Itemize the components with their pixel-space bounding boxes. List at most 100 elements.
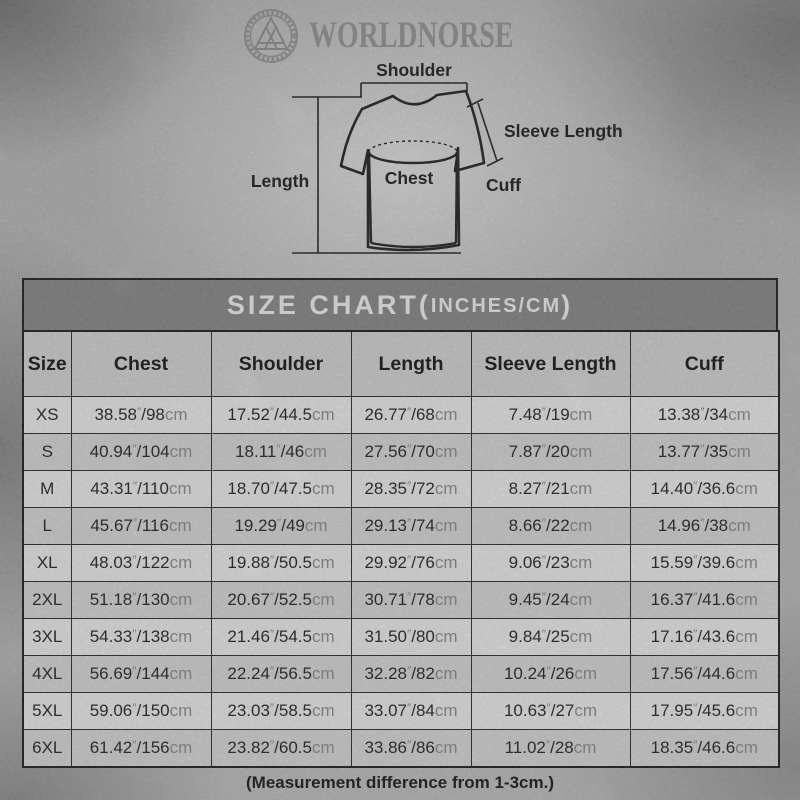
size-row-m: M 43.31″/110cm 18.70″/47.5cm 28.35″/72cm 8.2…: [22, 470, 780, 508]
chest-label: Chest: [385, 168, 434, 188]
title-units: INCHES/CM: [430, 295, 562, 317]
size-table-body: XS 38.58″/98cm 17.52″/44.5cm 26.77″/68cm 7.4…: [22, 396, 780, 768]
shoulder-cell: 20.67″/52.5cm: [210, 581, 352, 619]
cuff-cell: 16.37″/41.6cm: [629, 581, 780, 619]
cuff-cell: 13.77″/35cm: [629, 433, 780, 471]
chest-cell: 45.67″/116cm: [70, 507, 212, 545]
sleeve_length-cell: 8.27″/21cm: [470, 470, 631, 508]
chest-ellipse-back: [368, 140, 458, 153]
size-row-6xl: 6XL 61.42″/156cm 23.82″/60.5cm 33.86″/86cm 1…: [22, 729, 780, 768]
measurement-note: (Measurement difference from 1-3cm.): [246, 773, 554, 792]
length-cell: 26.77″/68cm: [350, 396, 472, 434]
col-header-sleeve-length: Sleeve Length: [470, 330, 631, 397]
length-cell: 29.92″/76cm: [350, 544, 472, 582]
shoulder-cell: 19.29″/49cm: [210, 507, 352, 545]
size-row-3xl: 3XL 54.33″/138cm 21.46″/54.5cm 31.50″/80cm 9…: [22, 618, 780, 656]
length-cell: 28.35″/72cm: [350, 470, 472, 508]
sleeve_length-cell: 11.02″/28cm: [470, 729, 631, 768]
size-chart-block: SIZE CHART(INCHES/CM) Size Chest Shoulde…: [22, 278, 780, 793]
brand-name: WORLDNORSE: [308, 15, 514, 56]
size-row-xs: XS 38.58″/98cm 17.52″/44.5cm 26.77″/68cm 7.4…: [22, 396, 780, 434]
chest-cylinder-body: [367, 151, 459, 249]
shoulder-cell: 17.52″/44.5cm: [210, 396, 352, 434]
size-row-l: L 45.67″/116cm 19.29″/49cm 29.13″/74cm 8.66″…: [22, 507, 780, 545]
size-row-4xl: 4XL 56.69″/144cm 22.24″/56.5cm 32.28″/82cm 1…: [22, 655, 780, 693]
col-header-size: Size: [22, 330, 72, 397]
length-cell: 27.56″/70cm: [350, 433, 472, 471]
size-row-s: S 40.94″/104cm 18.11″/46cm 27.56″/70cm 7.87″…: [22, 433, 780, 471]
size-chart-title: SIZE CHART(INCHES/CM): [22, 278, 778, 330]
shoulder-cell: 19.88″/50.5cm: [210, 544, 352, 582]
valknut-emblem-icon: [243, 9, 298, 63]
size-table: Size Chest Shoulder Length Sleeve Length…: [22, 330, 780, 768]
sleeve_length-cell: 9.45″/24cm: [470, 581, 631, 619]
col-header-length: Length: [350, 330, 472, 397]
length-dimension-line: [292, 96, 461, 254]
shoulder-label: Shoulder: [376, 60, 452, 80]
size-row-xl: XL 48.03″/122cm 19.88″/50.5cm 29.92″/76cm 9.…: [22, 544, 780, 582]
length-cell: 33.07″/84cm: [350, 692, 472, 730]
sleeve_length-cell: 8.66″/22cm: [470, 507, 631, 545]
col-header-chest: Chest: [70, 330, 212, 397]
chest-cell: 48.03″/122cm: [70, 544, 212, 582]
size-cell: M: [22, 470, 72, 508]
sleeve-length-label: Sleeve Length: [504, 121, 623, 141]
size-row-2xl: 2XL 51.18″/130cm 20.67″/52.5cm 30.71″/78cm 9…: [22, 581, 780, 619]
sleeve_length-cell: 7.87″/20cm: [470, 433, 631, 471]
size-cell: S: [22, 433, 72, 471]
title-main: SIZE CHART(: [226, 289, 431, 320]
chest-cell: 40.94″/104cm: [70, 433, 212, 471]
sleeve_length-cell: 10.24″/26cm: [470, 655, 631, 693]
length-cell: 33.86″/86cm: [350, 729, 472, 768]
title-close: ): [561, 289, 574, 320]
length-cell: 30.71″/78cm: [350, 581, 472, 619]
cuff-cell: 17.95″/45.6cm: [629, 692, 780, 730]
size-row-5xl: 5XL 59.06″/150cm 23.03″/58.5cm 33.07″/84cm 1…: [22, 692, 780, 730]
sleeve_length-cell: 9.84″/25cm: [470, 618, 631, 656]
cuff-label: Cuff: [486, 175, 521, 195]
shoulder-cell: 23.82″/60.5cm: [210, 729, 352, 768]
chest-cell: 51.18″/130cm: [70, 581, 212, 619]
cuff-cell: 13.38″/34cm: [629, 396, 780, 434]
size-cell: XL: [22, 544, 72, 582]
shoulder-cell: 23.03″/58.5cm: [210, 692, 352, 730]
size-cell: 3XL: [22, 618, 72, 656]
length-cell: 29.13″/74cm: [350, 507, 472, 545]
chest-cell: 38.58″/98cm: [70, 396, 212, 434]
cuff-cell: 15.59″/39.6cm: [629, 544, 780, 582]
size-cell: 2XL: [22, 581, 72, 619]
chest-cell: 61.42″/156cm: [70, 729, 212, 768]
chest-cell: 43.31″/110cm: [70, 470, 212, 508]
header-row: Size Chest Shoulder Length Sleeve Length…: [22, 330, 780, 397]
cuff-cell: 14.96″/38cm: [629, 507, 780, 545]
col-header-cuff: Cuff: [629, 330, 780, 397]
length-cell: 31.50″/80cm: [350, 618, 472, 656]
cuff-cell: 18.35″/46.6cm: [629, 729, 780, 768]
size-cell: XS: [22, 396, 72, 434]
shoulder-cell: 21.46″/54.5cm: [210, 618, 352, 656]
chest-cell: 56.69″/144cm: [70, 655, 212, 693]
length-label: Length: [251, 171, 309, 191]
chest-ellipse-front: [367, 151, 459, 165]
size-cell: 5XL: [22, 692, 72, 730]
sleeve_length-cell: 10.63″/27cm: [470, 692, 631, 730]
chest-cell: 59.06″/150cm: [70, 692, 212, 730]
length-cell: 32.28″/82cm: [350, 655, 472, 693]
cuff-cell: 17.56″/44.6cm: [629, 655, 780, 693]
shoulder-cell: 18.11″/46cm: [210, 433, 352, 471]
size-cell: L: [22, 507, 72, 545]
tshirt-measurement-diagram: Shoulder Length Chest Sleeve Length Cuff: [251, 60, 623, 254]
chest-cell: 54.33″/138cm: [70, 618, 212, 656]
shoulder-cell: 18.70″/47.5cm: [210, 470, 352, 508]
sleeve_length-cell: 7.48″/19cm: [470, 396, 631, 434]
brand-header: WORLDNORSE: [0, 6, 800, 66]
shoulder-cell: 22.24″/56.5cm: [210, 655, 352, 693]
cuff-cell: 17.16″/43.6cm: [629, 618, 780, 656]
col-header-shoulder: Shoulder: [210, 330, 352, 397]
sleeve_length-cell: 9.06″/23cm: [470, 544, 631, 582]
shoulder-dimension-line: [360, 82, 468, 97]
size-cell: 4XL: [22, 655, 72, 693]
size-cell: 6XL: [22, 729, 72, 768]
cuff-cell: 14.40″/36.6cm: [629, 470, 780, 508]
